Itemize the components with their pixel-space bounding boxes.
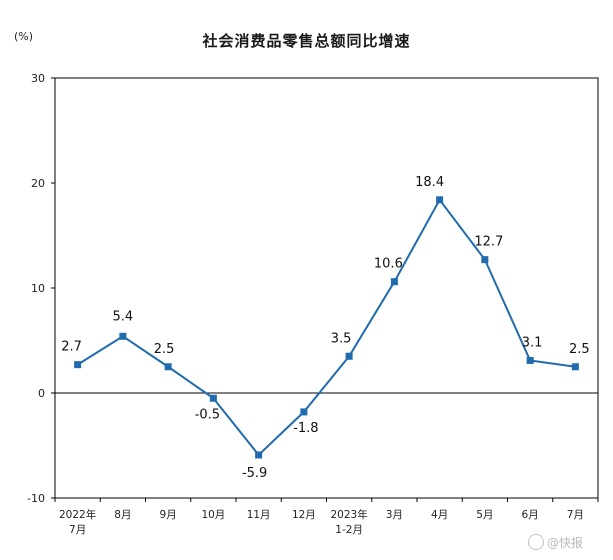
y-tick-label: 10 xyxy=(31,282,45,295)
data-point xyxy=(571,363,579,371)
data-label: 3.1 xyxy=(522,335,543,350)
data-label: 18.4 xyxy=(415,175,444,190)
x-tick-label: 6月 xyxy=(522,509,539,521)
data-label: 2.5 xyxy=(569,342,590,357)
data-point xyxy=(526,356,534,364)
data-point xyxy=(255,451,263,459)
y-tick-label: 20 xyxy=(31,177,45,190)
watermark: @快报 xyxy=(528,534,583,551)
series-group xyxy=(74,196,579,459)
data-point xyxy=(164,363,172,371)
data-point xyxy=(390,278,398,286)
plot-frame xyxy=(54,77,599,499)
x-tick-label: 1-2月 xyxy=(335,524,363,536)
x-tick-label: 11月 xyxy=(247,509,271,521)
chart-title: 社会消费品零售总额同比增速 xyxy=(202,32,411,50)
data-label: 2.5 xyxy=(154,342,175,357)
data-label: 12.7 xyxy=(474,235,503,250)
axes-group: -10 0 10 20 30 2022年 7月 8月 9月 10月 11月 12月 2023年 1-2月 3… xyxy=(27,72,599,536)
data-label: -5.9 xyxy=(242,466,267,481)
data-point xyxy=(300,408,308,416)
data-label: -0.5 xyxy=(195,407,220,422)
x-tick-label: 2022年 xyxy=(59,508,96,521)
data-point xyxy=(119,332,127,340)
data-point xyxy=(209,394,217,402)
data-point xyxy=(345,352,353,360)
data-label: 2.7 xyxy=(61,340,82,355)
x-tick-label: 10月 xyxy=(201,509,225,521)
x-tick-label: 9月 xyxy=(160,509,177,521)
y-unit-label: (%) xyxy=(14,30,34,43)
data-label: 5.4 xyxy=(113,309,134,324)
x-tick-label: 7月 xyxy=(69,524,86,536)
weibo-icon xyxy=(528,534,544,550)
data-point xyxy=(481,256,489,264)
data-label: 3.5 xyxy=(331,331,352,346)
x-tick-label: 2023年 xyxy=(331,508,368,521)
x-tick-label: 12月 xyxy=(292,509,316,521)
x-tick-label: 3月 xyxy=(386,509,403,521)
x-tick-label: 4月 xyxy=(431,509,448,521)
data-point xyxy=(74,361,82,369)
x-tick-label: 7月 xyxy=(567,509,584,521)
x-tick-label: 5月 xyxy=(476,509,493,521)
data-label: -1.8 xyxy=(293,421,318,436)
data-label: 10.6 xyxy=(374,257,403,272)
y-tick-label: -10 xyxy=(27,492,45,505)
data-point xyxy=(436,196,444,204)
watermark-text: @快报 xyxy=(547,536,584,550)
series-line xyxy=(77,197,576,457)
data-labels-group: 2.7 5.4 2.5 -0.5 -5.9 -1.8 3.5 10.6 18.4 12.7 3.1 2… xyxy=(61,175,589,481)
y-tick-label: 0 xyxy=(38,387,45,400)
y-tick-label: 30 xyxy=(31,72,45,85)
x-tick-label: 8月 xyxy=(114,509,131,521)
